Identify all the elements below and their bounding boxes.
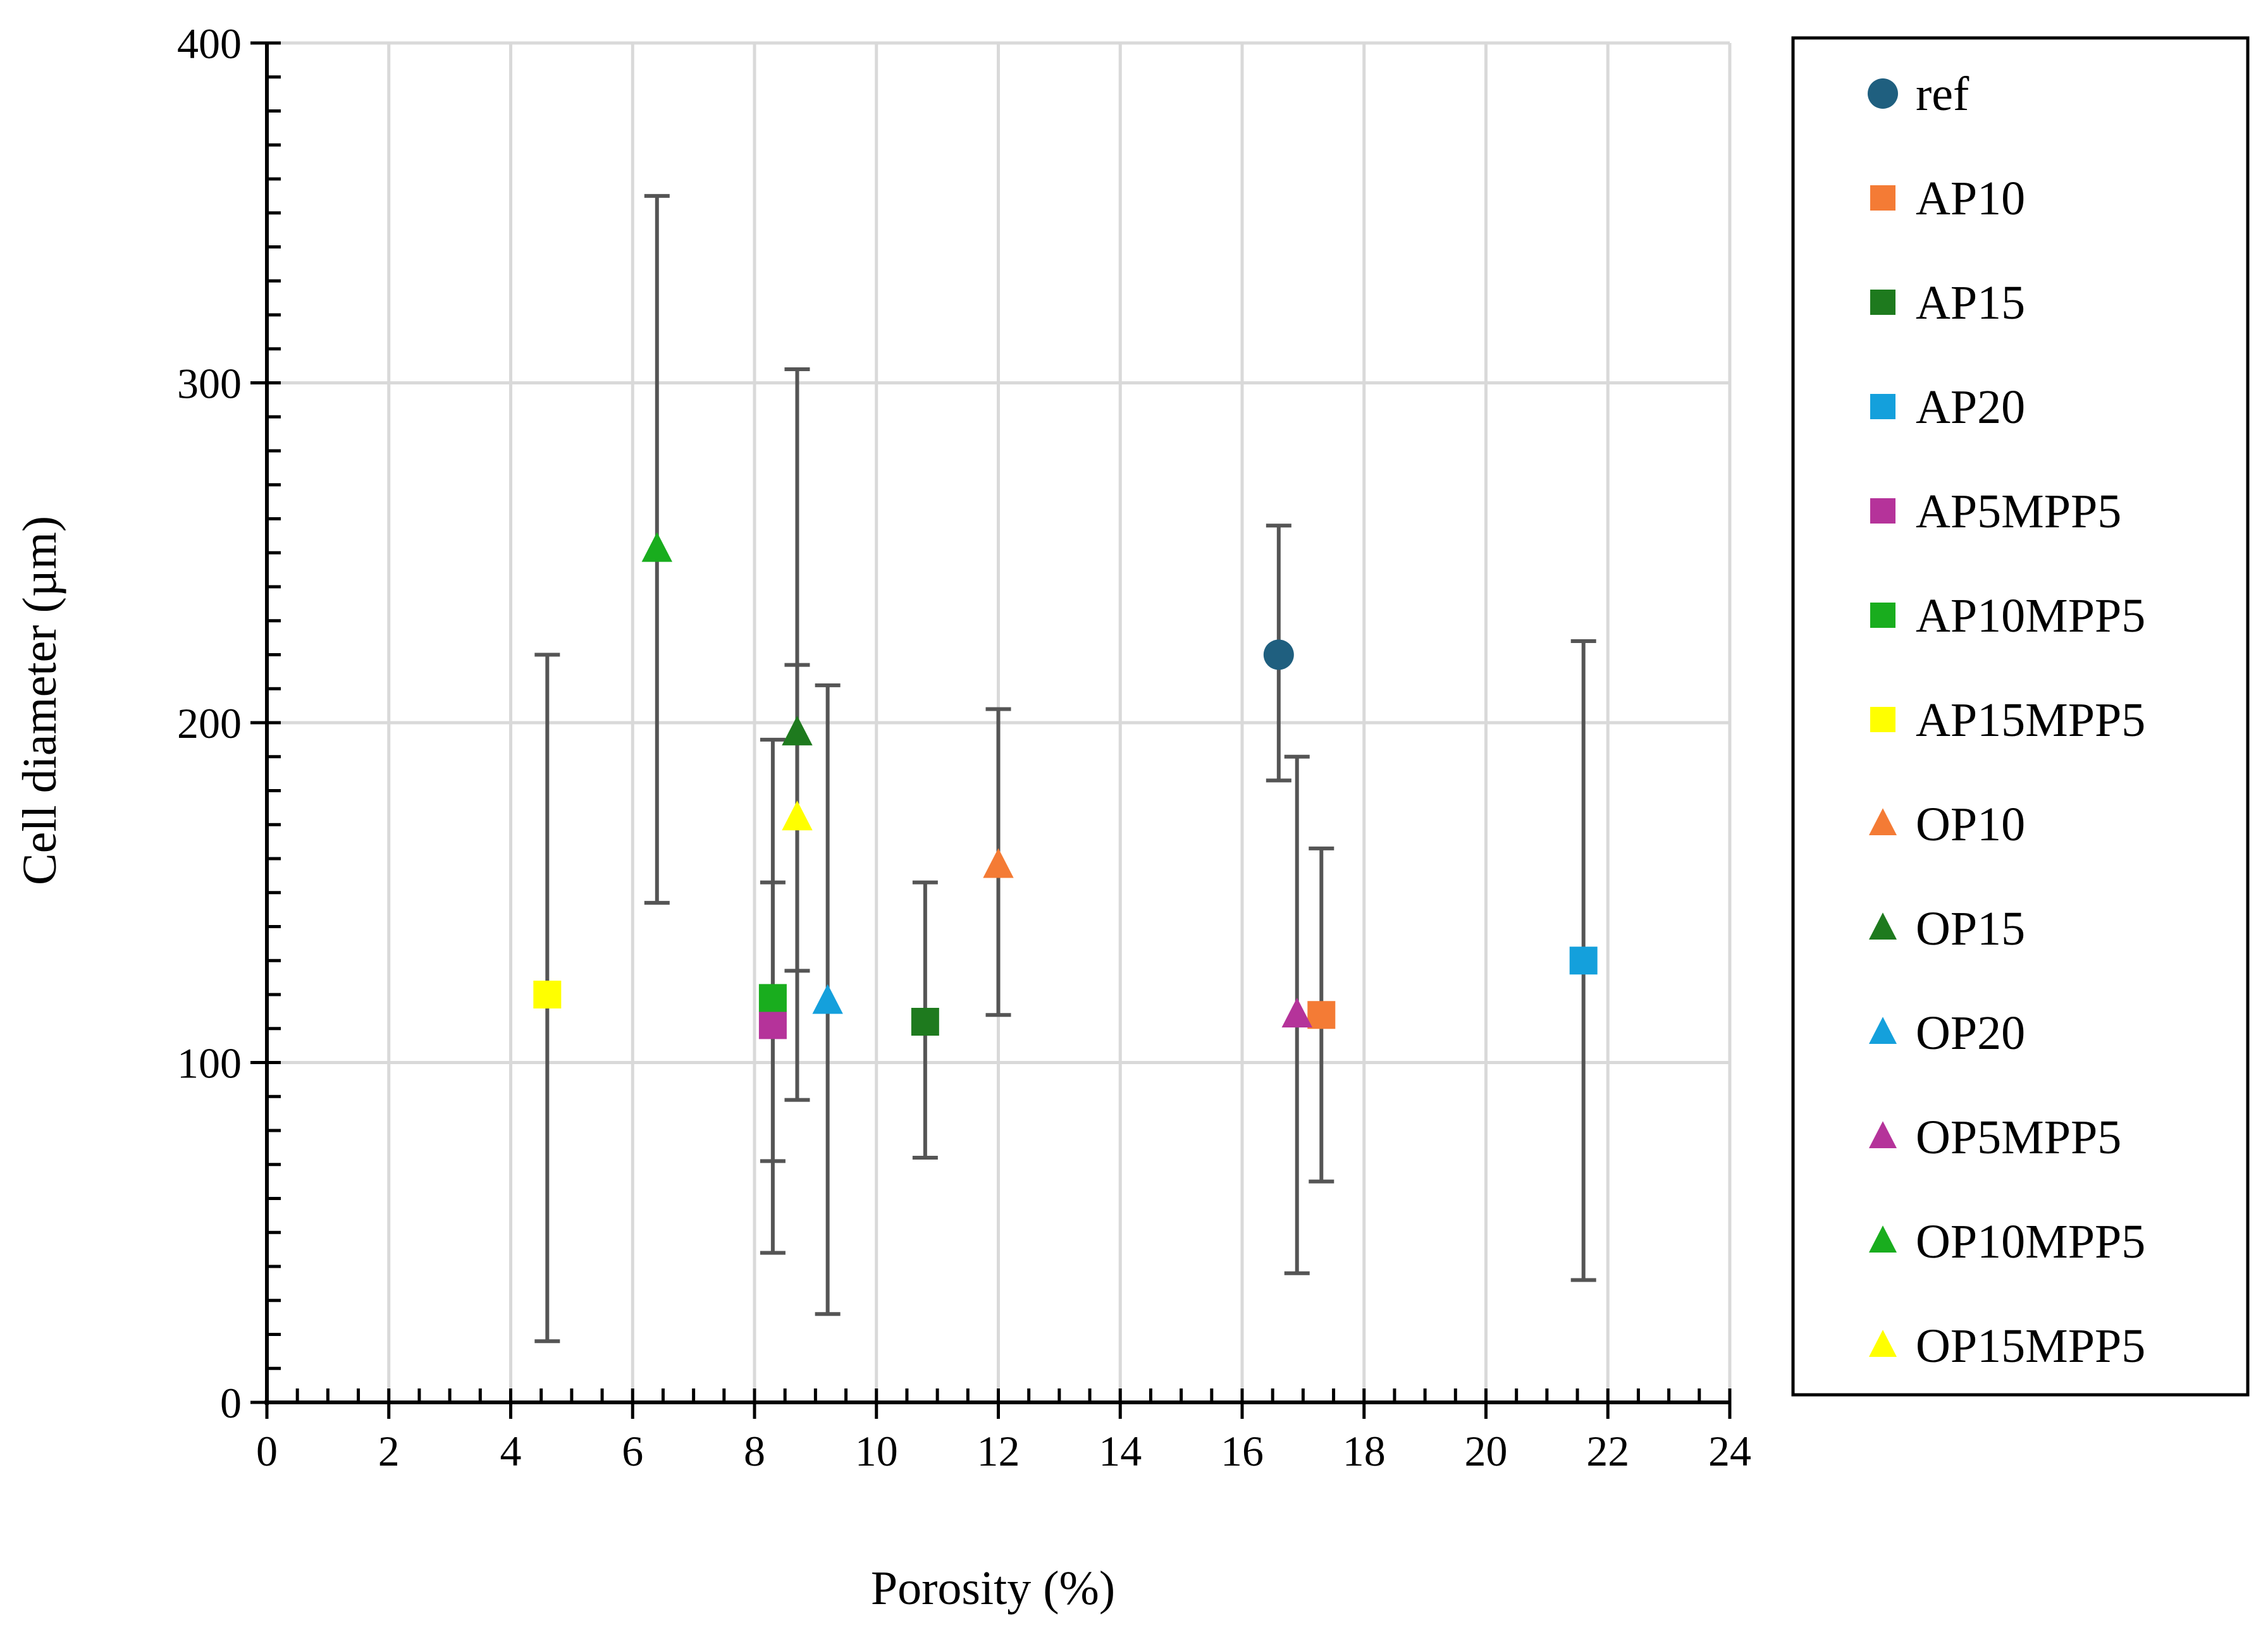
- legend-label: AP5MPP5: [1916, 485, 2121, 538]
- data-point-OP15MPP5: [782, 800, 813, 831]
- legend-label: ref: [1916, 68, 1969, 121]
- legend-marker-AP15MPP5: [1870, 707, 1895, 732]
- legend-label: OP10MPP5: [1916, 1215, 2145, 1268]
- x-tick-label: 4: [500, 1427, 522, 1475]
- x-tick-label: 12: [977, 1427, 1020, 1475]
- legend-marker-ref: [1868, 78, 1898, 109]
- x-tick-label: 8: [744, 1427, 765, 1475]
- legend-marker-AP20: [1870, 394, 1895, 419]
- x-tick-label: 22: [1586, 1427, 1629, 1475]
- legend-label: AP10: [1916, 172, 2025, 225]
- legend: ref AP10 AP15 AP20 AP5MPP5 AP10MPP5 AP15MPP5 OP…: [1791, 36, 2250, 1397]
- data-point-AP15: [911, 1008, 939, 1036]
- legend-label: OP20: [1916, 1007, 2025, 1060]
- legend-label: AP10MPP5: [1916, 589, 2145, 642]
- legend-label: AP15: [1916, 276, 2025, 329]
- data-point-ref: [1263, 639, 1294, 670]
- legend-marker-AP15: [1870, 290, 1895, 315]
- data-point-AP15MPP5: [533, 981, 562, 1008]
- legend-marker-AP10: [1870, 185, 1895, 211]
- legend-marker-OP15MPP5: [1869, 1330, 1897, 1357]
- data-point-AP20: [1569, 947, 1598, 975]
- legend-marker-OP20: [1869, 1017, 1897, 1044]
- y-axis-title: Cell diameter (µm): [13, 516, 66, 885]
- x-tick-label: 6: [622, 1427, 643, 1475]
- data-point-OP10MPP5: [641, 532, 672, 562]
- y-tick-label: 100: [177, 1039, 242, 1088]
- x-tick-label: 14: [1099, 1427, 1142, 1475]
- data-point-OP10: [983, 848, 1014, 878]
- legend-box: [1791, 36, 2250, 1397]
- data-point-OP5MPP5: [1281, 997, 1312, 1028]
- x-tick-label: 16: [1221, 1427, 1264, 1475]
- data-point-OP15: [782, 715, 813, 745]
- x-axis-title: Porosity (%): [871, 1562, 1115, 1615]
- y-tick-label: 300: [177, 360, 242, 408]
- legend-label: OP10: [1916, 798, 2025, 851]
- x-tick-labels: 0 2 4 6 8 10 12 14 16 18 20 22 24: [256, 1427, 1751, 1475]
- x-tick-label: 24: [1708, 1427, 1751, 1475]
- data-point-OP20: [812, 984, 843, 1014]
- data-point-AP10: [1307, 1001, 1336, 1029]
- y-tick-labels: 0 100 200 300 400: [177, 20, 242, 1427]
- y-tick-label: 400: [177, 20, 242, 68]
- x-tick-label: 2: [378, 1427, 400, 1475]
- legend-label: AP20: [1916, 381, 2025, 434]
- error-bars: [534, 193, 1596, 1344]
- legend-label: OP15MPP5: [1916, 1320, 2145, 1373]
- legend-marker-AP5MPP5: [1870, 498, 1895, 524]
- x-tick-label: 18: [1343, 1427, 1386, 1475]
- legend-marker-AP10MPP5: [1870, 603, 1895, 628]
- legend-marker-OP5MPP5: [1869, 1121, 1897, 1148]
- data-points: [533, 532, 1598, 1039]
- legend-items: ref AP10 AP15 AP20 AP5MPP5 AP10MPP5 AP15MPP5 OP…: [1868, 68, 2145, 1373]
- data-point-AP10MPP5: [758, 984, 787, 1012]
- x-tick-label: 20: [1465, 1427, 1508, 1475]
- legend-marker-OP10: [1869, 808, 1897, 835]
- data-point-AP5MPP5: [758, 1011, 787, 1039]
- y-tick-label: 200: [177, 699, 242, 747]
- legend-marker-OP10MPP5: [1869, 1225, 1897, 1253]
- legend-label: OP5MPP5: [1916, 1111, 2121, 1164]
- axes: [250, 41, 1732, 1419]
- legend-label: OP15: [1916, 902, 2025, 955]
- x-tick-label: 0: [256, 1427, 278, 1475]
- legend-label: AP15MPP5: [1916, 694, 2145, 747]
- x-tick-label: 10: [855, 1427, 898, 1475]
- legend-marker-OP15: [1869, 912, 1897, 940]
- y-tick-label: 0: [220, 1379, 242, 1427]
